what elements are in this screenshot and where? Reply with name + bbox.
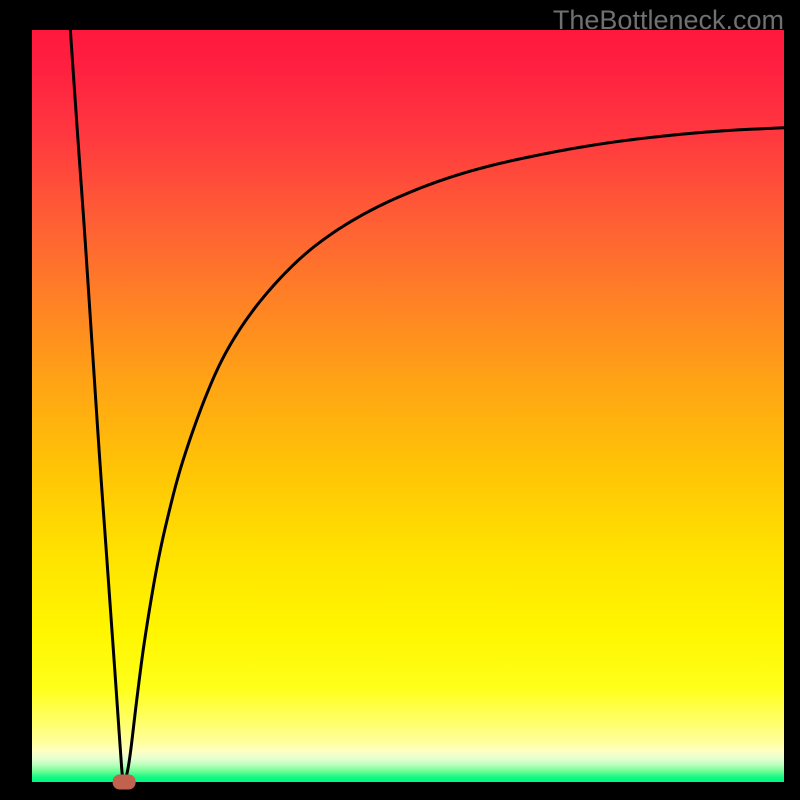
chart-container: TheBottleneck.com xyxy=(0,0,800,800)
optimal-point-marker xyxy=(113,775,136,790)
watermark-text: TheBottleneck.com xyxy=(553,5,784,36)
plot-background xyxy=(32,30,784,782)
bottleneck-chart xyxy=(0,0,800,800)
